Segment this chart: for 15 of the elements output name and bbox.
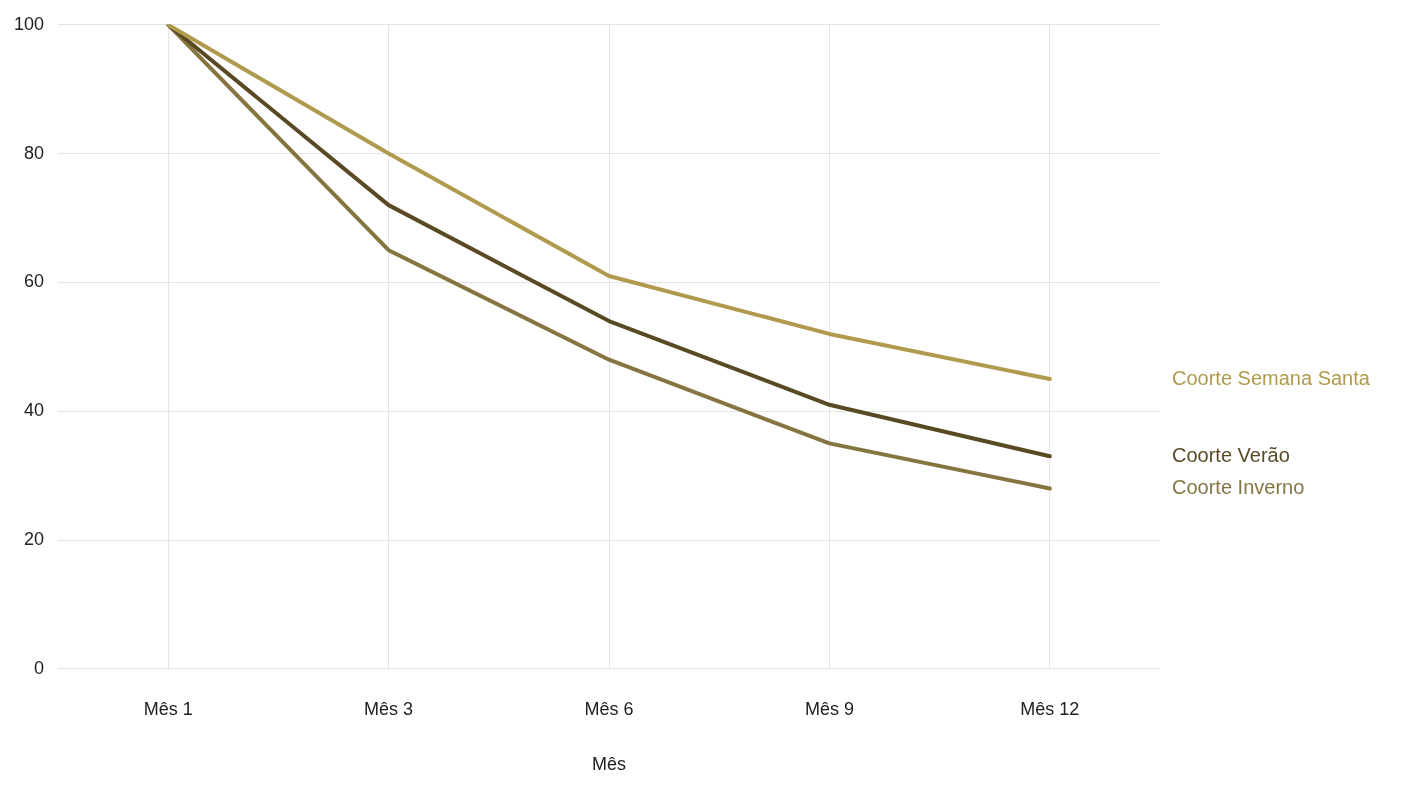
x-tick-label: Mês 12 — [1020, 698, 1080, 719]
y-tick-label: 0 — [34, 657, 45, 678]
text: Coorte Semana Santa — [1172, 366, 1371, 389]
y-tick-label: 60 — [24, 271, 45, 292]
text: Coorte Verão — [1172, 443, 1290, 466]
y-tick-label: 20 — [24, 528, 45, 549]
y-tick-label: 80 — [24, 142, 45, 163]
y-tick-label: 40 — [24, 400, 45, 421]
x-tick-label: Mês 1 — [143, 698, 193, 719]
x-tick-label: Mês 9 — [804, 698, 854, 719]
x-axis-title: Mês — [592, 754, 627, 775]
y-tick-label: 100 — [13, 13, 45, 34]
text: Coorte Inverno — [1172, 476, 1305, 498]
x-tick-label: Mês 6 — [584, 698, 634, 719]
x-tick-label: Mês 3 — [364, 698, 414, 719]
